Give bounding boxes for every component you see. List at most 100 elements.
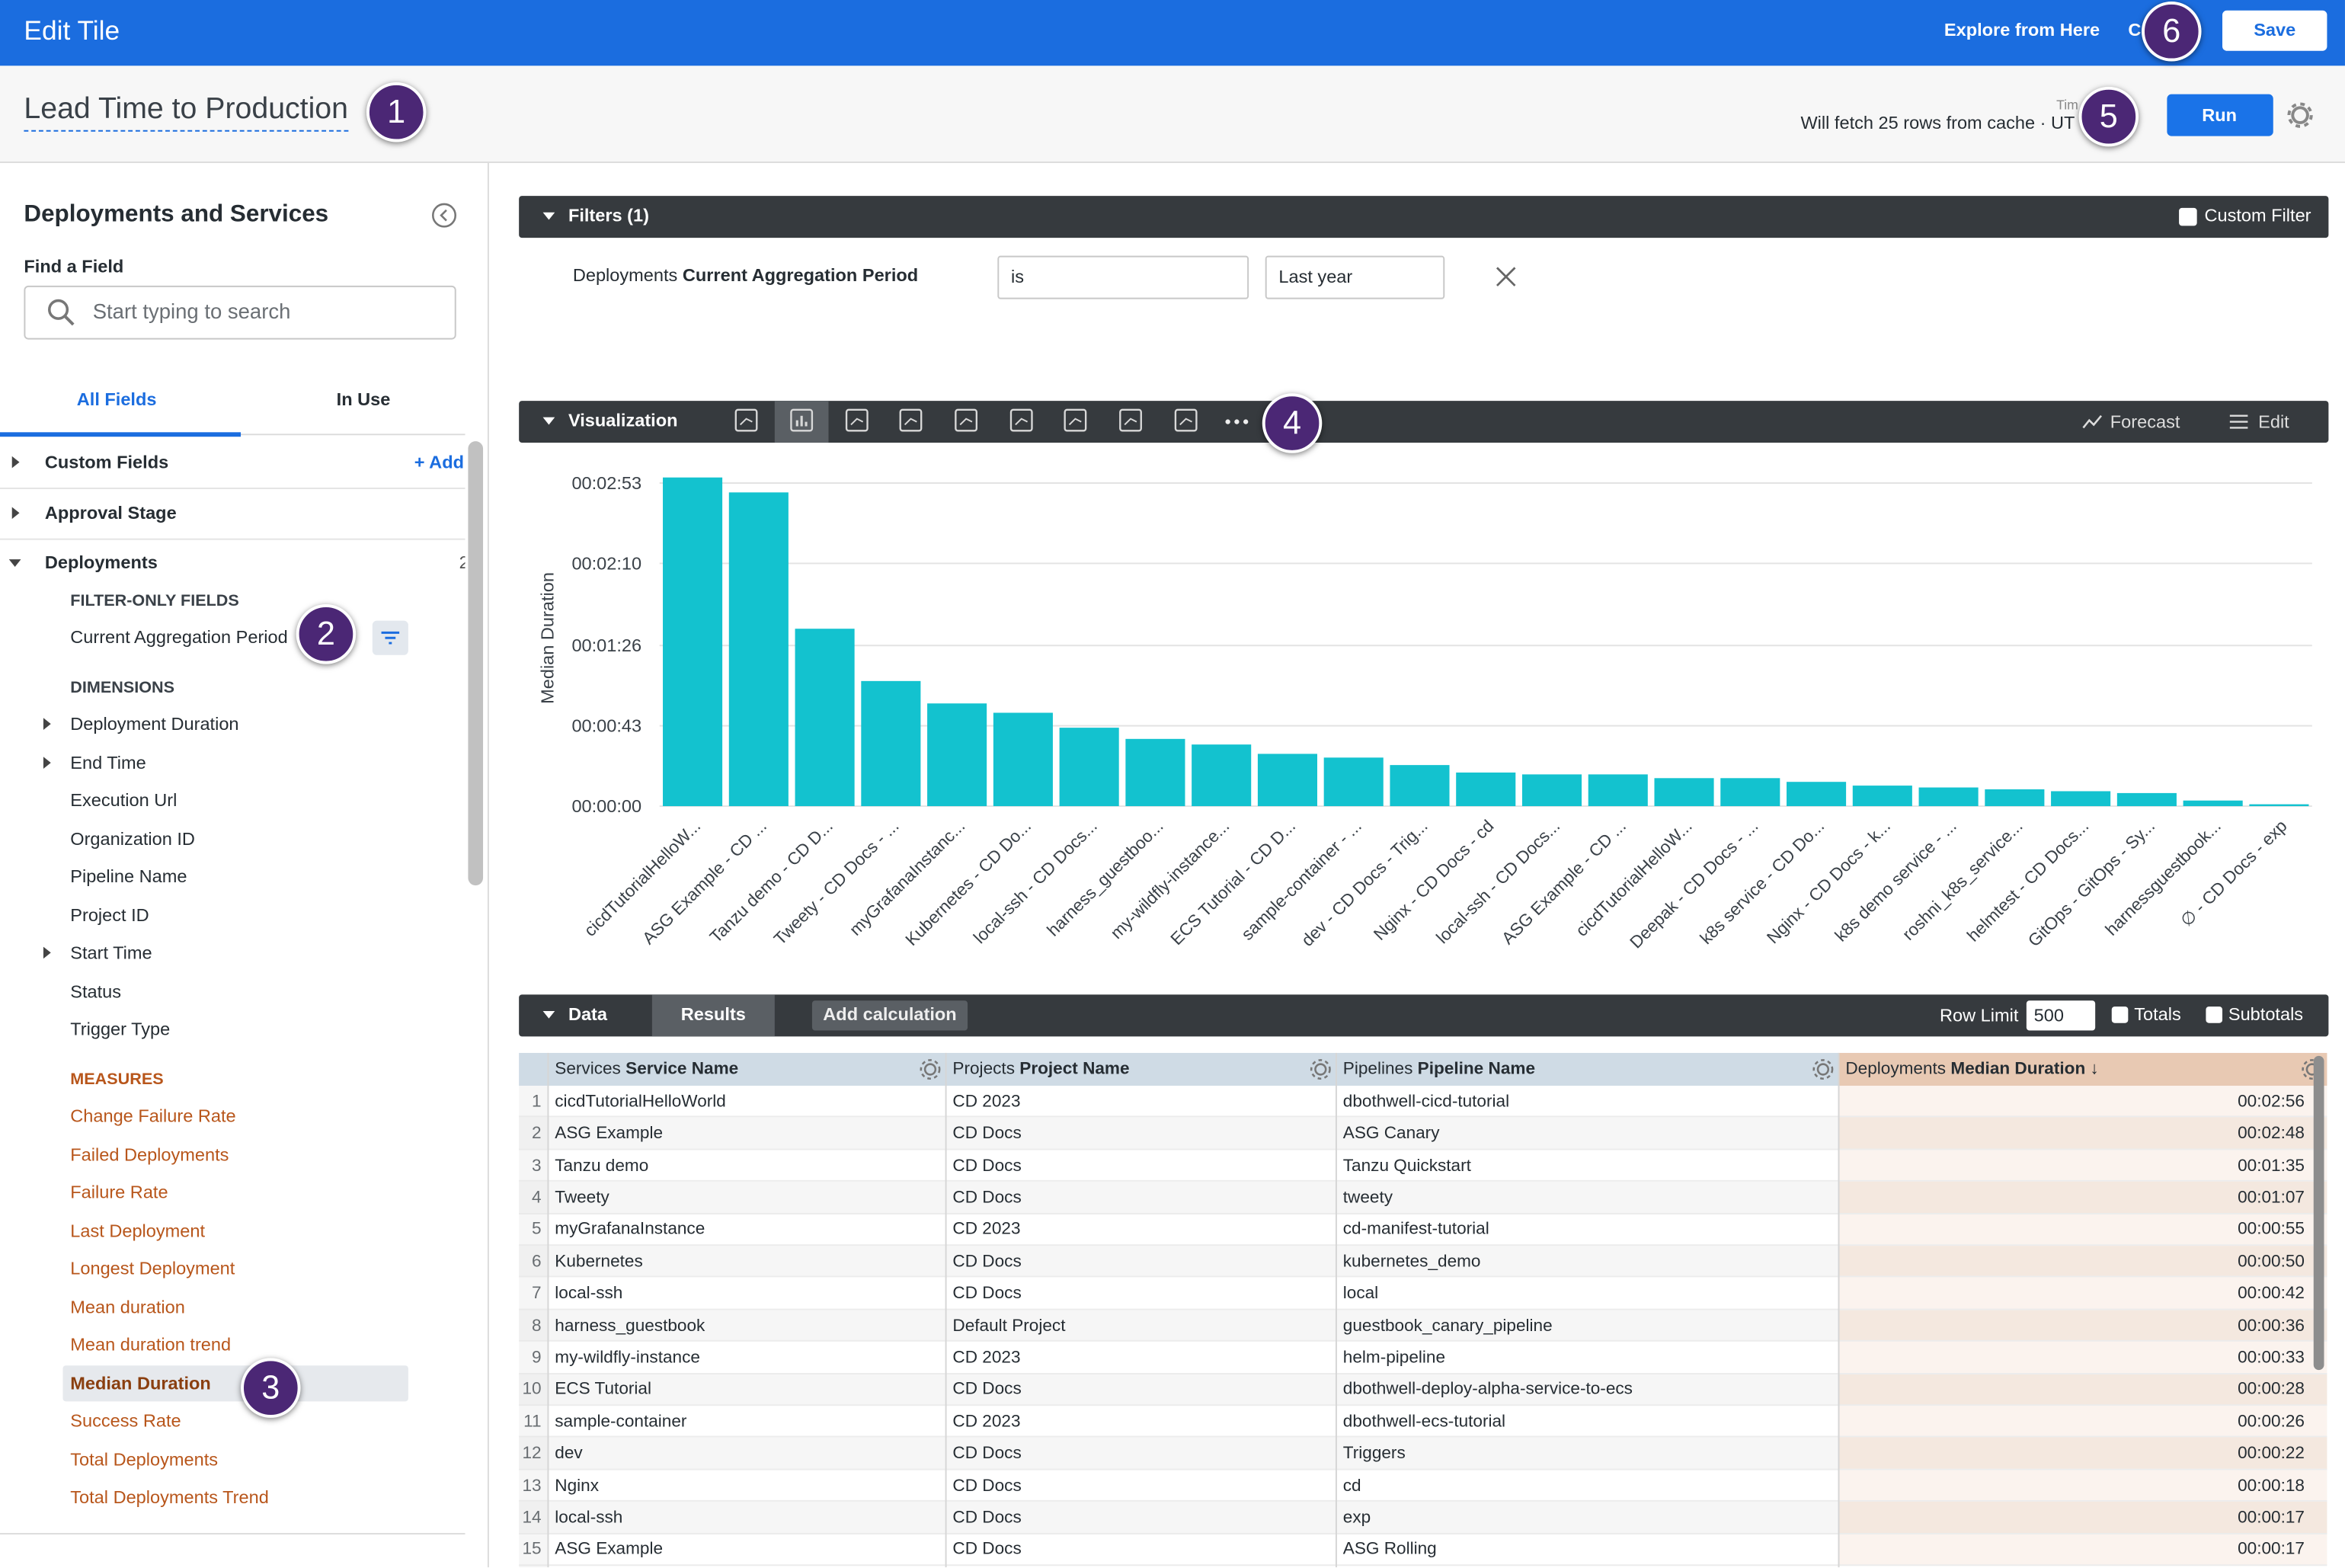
caret-icon [543, 1008, 555, 1020]
visualization-title[interactable]: Visualization [568, 410, 678, 430]
callout-badge: 1 [366, 82, 427, 142]
run-button[interactable]: Run [2167, 94, 2273, 136]
collapse-icon[interactable] [430, 202, 457, 229]
column-field: Pipeline Name [1418, 1061, 1535, 1079]
bar [1654, 778, 1713, 806]
measure-field[interactable]: Mean duration [70, 1296, 185, 1317]
column-header[interactable]: Pipelines Pipeline Name [1343, 1058, 1801, 1081]
bar [2183, 801, 2243, 806]
measure-field[interactable]: Longest Deployment [70, 1258, 235, 1278]
chart: 00:00:0000:00:4300:01:2600:02:1000:02:53… [519, 444, 2328, 990]
table-cell: ASG Example [555, 1125, 663, 1143]
data-tab[interactable]: Data [568, 1003, 607, 1024]
tab[interactable]: All Fields [77, 389, 157, 409]
measure-field[interactable]: Success Rate [70, 1410, 181, 1431]
callout-badge: 3 [241, 1358, 301, 1418]
tile-title-input[interactable]: Lead Time to Production [24, 93, 348, 132]
viz-type-icon[interactable] [1174, 408, 1198, 432]
viz-type-icon[interactable] [1064, 408, 1087, 432]
x-tick-label: Tanzu demo - CD D... [706, 816, 837, 946]
filters-title[interactable]: Filters (1) [568, 205, 649, 226]
field-group[interactable]: Custom Fields [45, 452, 168, 472]
filter-operator[interactable] [997, 256, 1249, 299]
caret-icon [9, 507, 21, 519]
bar [2051, 791, 2110, 806]
filter-button[interactable] [373, 621, 408, 655]
settings-icon[interactable] [2286, 101, 2313, 128]
viz-type-icon[interactable] [845, 408, 869, 432]
field-group[interactable]: Deployments [45, 552, 158, 572]
viz-type-icon[interactable] [954, 408, 977, 432]
add-custom-field[interactable]: + Add [414, 452, 465, 472]
column-header[interactable]: Projects Project Name [952, 1058, 1297, 1081]
filter-only-field[interactable]: Current Aggregation Period [70, 626, 287, 647]
measure-field[interactable]: Failure Rate [70, 1182, 168, 1202]
dimension-field[interactable]: End Time [70, 751, 146, 772]
caret-icon [40, 947, 53, 959]
field-group[interactable]: Approval Stage [45, 503, 177, 523]
y-axis-title: Median Duration [537, 572, 557, 704]
table-cell: 00:01:07 [2238, 1189, 2305, 1207]
dimension-field[interactable]: Deployment Duration [70, 713, 238, 734]
explore-link[interactable]: Explore from Here [1944, 20, 2100, 40]
column-divider [547, 1053, 549, 1567]
search-placeholder: Start typing to search [93, 299, 291, 323]
viz-type-icon[interactable] [899, 408, 923, 432]
table-cell: dbothwell-cicd-tutorial [1343, 1093, 1509, 1111]
table-cell: Tanzu demo [555, 1157, 648, 1175]
bar [2249, 805, 2308, 806]
bar [993, 713, 1053, 807]
column-divider [1336, 1053, 1337, 1567]
bar [1125, 739, 1185, 806]
tab[interactable]: In Use [337, 389, 391, 409]
dimension-field[interactable]: Project ID [70, 904, 149, 925]
dimension-field[interactable]: Organization ID [70, 828, 195, 849]
remove-filter[interactable] [1496, 266, 1516, 286]
column-gear[interactable] [918, 1058, 942, 1081]
custom-filter-checkbox[interactable] [2179, 208, 2197, 226]
forecast-icon [2081, 413, 2102, 431]
measure-field[interactable]: Total Deployments Trend [70, 1486, 269, 1507]
save-button[interactable]: Save [2222, 11, 2327, 51]
x-tick-label: dev - CD Docs - Trig... [1297, 816, 1431, 949]
forecast-button[interactable]: Forecast [2110, 411, 2180, 432]
table-cell: ASG Rolling [1343, 1541, 1437, 1559]
measure-field[interactable]: Last Deployment [70, 1220, 205, 1240]
caret-icon [543, 210, 555, 222]
table-cell: Triggers [1343, 1445, 1406, 1463]
bar [1919, 788, 1979, 807]
callout-number: 6 [2162, 12, 2180, 51]
cancel-link[interactable]: C [2128, 20, 2141, 40]
measure-field[interactable]: Failed Deployments [70, 1144, 229, 1164]
bar [1456, 773, 1515, 806]
column-gear[interactable] [1309, 1058, 1332, 1081]
table-cell: dev [555, 1445, 582, 1463]
column-header[interactable]: Services Service Name [555, 1058, 907, 1081]
viz-type-icon[interactable] [789, 408, 813, 432]
dimension-field[interactable]: Execution Url [70, 789, 177, 810]
results-tab[interactable]: Results [681, 1003, 746, 1024]
edit-button[interactable]: Edit [2258, 411, 2289, 432]
section-heading: MEASURES [70, 1071, 163, 1090]
measure-field[interactable]: Median Duration [70, 1372, 211, 1393]
table-cell: CD Docs [952, 1381, 1021, 1399]
viz-type-icon[interactable] [1118, 408, 1142, 432]
dimension-field[interactable]: Status [70, 981, 121, 1001]
measure-field[interactable]: Change Failure Rate [70, 1106, 235, 1126]
subtotals-checkbox[interactable] [2206, 1006, 2222, 1023]
measure-field[interactable]: Mean duration trend [70, 1334, 231, 1355]
row-limit-value: 500 [2034, 1005, 2064, 1026]
viz-type-icon[interactable] [734, 408, 758, 432]
measure-field[interactable]: Total Deployments [70, 1448, 218, 1469]
table-cell: local [1343, 1285, 1378, 1303]
viz-type-icon[interactable] [1009, 408, 1033, 432]
table-cell: 00:02:48 [2238, 1125, 2305, 1143]
more-icon[interactable] [1224, 416, 1250, 428]
dimension-field[interactable]: Start Time [70, 942, 152, 963]
column-gear[interactable] [1811, 1058, 1835, 1081]
dimension-field[interactable]: Trigger Type [70, 1019, 170, 1039]
column-header[interactable]: Deployments Median Duration ↓ [1845, 1058, 2289, 1081]
dimension-field[interactable]: Pipeline Name [70, 866, 187, 887]
totals-checkbox[interactable] [2112, 1006, 2129, 1023]
